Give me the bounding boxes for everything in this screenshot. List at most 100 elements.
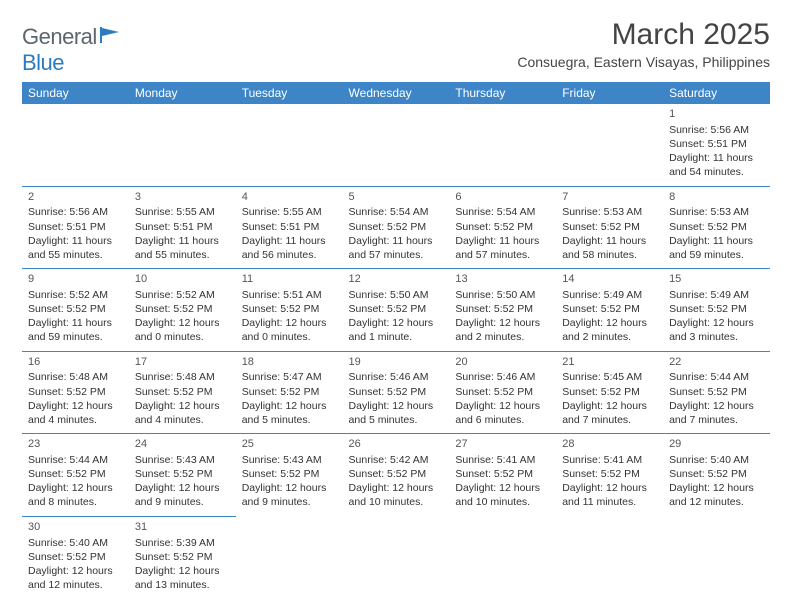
sunrise-line: Sunrise: 5:40 AM [28,536,123,550]
calendar-cell-empty [449,104,556,186]
calendar-cell-empty [236,516,343,598]
calendar-cell: 26Sunrise: 5:42 AMSunset: 5:52 PMDayligh… [343,434,450,517]
daylight-line: Daylight: 12 hours and 13 minutes. [135,564,230,592]
calendar-cell: 16Sunrise: 5:48 AMSunset: 5:52 PMDayligh… [22,351,129,434]
day-number: 4 [242,190,337,205]
sunset-line: Sunset: 5:52 PM [562,467,657,481]
calendar-cell-empty [343,516,450,598]
calendar-cell-empty [449,516,556,598]
calendar-head: SundayMondayTuesdayWednesdayThursdayFrid… [22,82,770,104]
sunset-line: Sunset: 5:52 PM [242,302,337,316]
logo-flag-icon [99,24,121,50]
weekday-header: Tuesday [236,82,343,104]
day-number: 22 [669,355,764,370]
calendar-cell: 6Sunrise: 5:54 AMSunset: 5:52 PMDaylight… [449,186,556,269]
day-number: 20 [455,355,550,370]
daylight-line: Daylight: 12 hours and 7 minutes. [669,399,764,427]
calendar-cell: 28Sunrise: 5:41 AMSunset: 5:52 PMDayligh… [556,434,663,517]
day-number: 18 [242,355,337,370]
sunrise-line: Sunrise: 5:48 AM [135,370,230,384]
sunrise-line: Sunrise: 5:56 AM [28,205,123,219]
sunset-line: Sunset: 5:52 PM [28,302,123,316]
calendar-cell: 19Sunrise: 5:46 AMSunset: 5:52 PMDayligh… [343,351,450,434]
day-number: 12 [349,272,444,287]
daylight-line: Daylight: 12 hours and 2 minutes. [455,316,550,344]
day-number: 11 [242,272,337,287]
daylight-line: Daylight: 12 hours and 5 minutes. [349,399,444,427]
sunrise-line: Sunrise: 5:49 AM [669,288,764,302]
calendar-cell: 31Sunrise: 5:39 AMSunset: 5:52 PMDayligh… [129,516,236,598]
calendar-cell: 27Sunrise: 5:41 AMSunset: 5:52 PMDayligh… [449,434,556,517]
day-number: 8 [669,190,764,205]
calendar-body: 1Sunrise: 5:56 AMSunset: 5:51 PMDaylight… [22,104,770,598]
sunrise-line: Sunrise: 5:41 AM [455,453,550,467]
weekday-header: Monday [129,82,236,104]
sunset-line: Sunset: 5:51 PM [242,220,337,234]
sunrise-line: Sunrise: 5:54 AM [349,205,444,219]
calendar-cell: 8Sunrise: 5:53 AMSunset: 5:52 PMDaylight… [663,186,770,269]
sunrise-line: Sunrise: 5:39 AM [135,536,230,550]
day-number: 6 [455,190,550,205]
day-number: 19 [349,355,444,370]
title-block: March 2025 Consuegra, Eastern Visayas, P… [517,18,770,70]
logo-text: GeneralBlue [22,24,121,76]
weekday-header: Sunday [22,82,129,104]
calendar-cell: 1Sunrise: 5:56 AMSunset: 5:51 PMDaylight… [663,104,770,186]
sunrise-line: Sunrise: 5:44 AM [669,370,764,384]
sunset-line: Sunset: 5:52 PM [562,220,657,234]
sunset-line: Sunset: 5:52 PM [669,385,764,399]
daylight-line: Daylight: 11 hours and 59 minutes. [28,316,123,344]
calendar-cell-empty [236,104,343,186]
sunrise-line: Sunrise: 5:48 AM [28,370,123,384]
calendar-cell: 18Sunrise: 5:47 AMSunset: 5:52 PMDayligh… [236,351,343,434]
day-number: 23 [28,437,123,452]
daylight-line: Daylight: 12 hours and 10 minutes. [349,481,444,509]
daylight-line: Daylight: 11 hours and 55 minutes. [28,234,123,262]
calendar-cell-empty [556,516,663,598]
sunrise-line: Sunrise: 5:50 AM [349,288,444,302]
calendar-cell-empty [343,104,450,186]
sunset-line: Sunset: 5:52 PM [28,550,123,564]
page-title: March 2025 [517,18,770,52]
calendar-cell-empty [129,104,236,186]
calendar-cell: 3Sunrise: 5:55 AMSunset: 5:51 PMDaylight… [129,186,236,269]
sunrise-line: Sunrise: 5:43 AM [242,453,337,467]
sunrise-line: Sunrise: 5:42 AM [349,453,444,467]
weekday-header: Thursday [449,82,556,104]
daylight-line: Daylight: 12 hours and 9 minutes. [135,481,230,509]
sunrise-line: Sunrise: 5:49 AM [562,288,657,302]
daylight-line: Daylight: 12 hours and 12 minutes. [28,564,123,592]
logo: GeneralBlue [22,24,121,76]
calendar-cell: 22Sunrise: 5:44 AMSunset: 5:52 PMDayligh… [663,351,770,434]
calendar-cell: 20Sunrise: 5:46 AMSunset: 5:52 PMDayligh… [449,351,556,434]
day-number: 13 [455,272,550,287]
sunset-line: Sunset: 5:52 PM [135,385,230,399]
calendar-cell: 13Sunrise: 5:50 AMSunset: 5:52 PMDayligh… [449,269,556,352]
sunset-line: Sunset: 5:52 PM [455,302,550,316]
day-number: 9 [28,272,123,287]
sunrise-line: Sunrise: 5:50 AM [455,288,550,302]
day-number: 27 [455,437,550,452]
sunset-line: Sunset: 5:52 PM [669,467,764,481]
daylight-line: Daylight: 11 hours and 58 minutes. [562,234,657,262]
logo-gray: General [22,24,97,49]
sunrise-line: Sunrise: 5:55 AM [242,205,337,219]
calendar-table: SundayMondayTuesdayWednesdayThursdayFrid… [22,82,770,598]
calendar-cell: 10Sunrise: 5:52 AMSunset: 5:52 PMDayligh… [129,269,236,352]
sunrise-line: Sunrise: 5:40 AM [669,453,764,467]
day-number: 31 [135,520,230,535]
day-number: 5 [349,190,444,205]
header: GeneralBlue March 2025 Consuegra, Easter… [22,18,770,76]
sunset-line: Sunset: 5:52 PM [28,385,123,399]
sunrise-line: Sunrise: 5:53 AM [562,205,657,219]
sunset-line: Sunset: 5:51 PM [135,220,230,234]
calendar-cell: 23Sunrise: 5:44 AMSunset: 5:52 PMDayligh… [22,434,129,517]
sunset-line: Sunset: 5:51 PM [669,137,764,151]
sunset-line: Sunset: 5:51 PM [28,220,123,234]
sunrise-line: Sunrise: 5:46 AM [455,370,550,384]
sunset-line: Sunset: 5:52 PM [455,385,550,399]
daylight-line: Daylight: 12 hours and 7 minutes. [562,399,657,427]
daylight-line: Daylight: 11 hours and 57 minutes. [349,234,444,262]
daylight-line: Daylight: 12 hours and 3 minutes. [669,316,764,344]
calendar-cell: 5Sunrise: 5:54 AMSunset: 5:52 PMDaylight… [343,186,450,269]
